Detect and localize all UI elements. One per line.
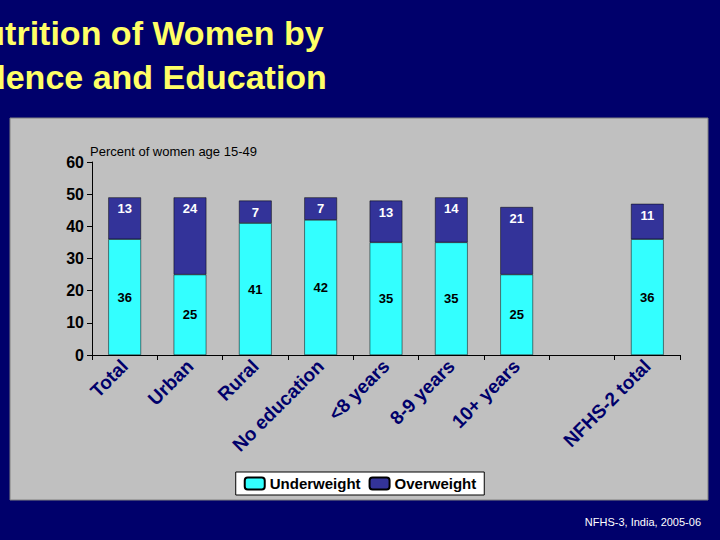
svg-text:Malnutrition of Women by: Malnutrition of Women by: [0, 14, 333, 52]
svg-text:14: 14: [444, 201, 459, 216]
svg-text:40: 40: [66, 218, 84, 235]
svg-text:21: 21: [509, 211, 523, 226]
svg-text:41: 41: [248, 282, 262, 297]
svg-text:30: 30: [66, 250, 84, 267]
svg-text:25: 25: [509, 307, 523, 322]
svg-text:7: 7: [317, 201, 324, 216]
svg-text:<8 years: <8 years: [324, 356, 393, 425]
svg-text:20: 20: [66, 282, 84, 299]
svg-text:13: 13: [379, 205, 393, 220]
svg-text:24: 24: [183, 201, 198, 216]
svg-text:7: 7: [252, 205, 259, 220]
svg-text:11: 11: [640, 208, 654, 223]
svg-text:25: 25: [183, 307, 197, 322]
svg-text:Total: Total: [86, 356, 132, 402]
svg-text:Overweight: Overweight: [395, 475, 477, 492]
svg-text:36: 36: [117, 290, 131, 305]
svg-text:35: 35: [379, 291, 393, 306]
svg-text:42: 42: [313, 280, 327, 295]
svg-text:10: 10: [66, 314, 84, 331]
svg-text:50: 50: [66, 186, 84, 203]
svg-text:No education: No education: [228, 356, 328, 456]
svg-text:NFHS-2 total: NFHS-2 total: [559, 356, 654, 451]
svg-text:8-9 years: 8-9 years: [385, 355, 459, 429]
svg-text:NFHS-3, India, 2005-06: NFHS-3, India, 2005-06: [585, 516, 701, 528]
svg-text:Residence and Education: Residence and Education: [0, 58, 327, 96]
svg-text:10+ years: 10+ years: [448, 356, 524, 432]
svg-text:Urban: Urban: [144, 356, 198, 410]
svg-text:Rural: Rural: [214, 356, 263, 405]
svg-text:0: 0: [75, 347, 84, 364]
svg-text:Percent of women age 15-49: Percent of women age 15-49: [90, 144, 257, 159]
svg-text:35: 35: [444, 291, 458, 306]
svg-text:60: 60: [66, 154, 84, 171]
svg-text:13: 13: [117, 201, 131, 216]
svg-text:Underweight: Underweight: [270, 475, 361, 492]
svg-text:36: 36: [640, 290, 654, 305]
